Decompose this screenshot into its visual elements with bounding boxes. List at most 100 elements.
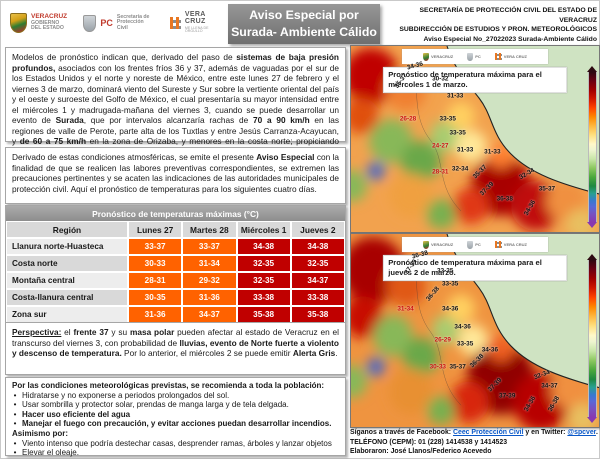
- region-cell: Costa-llanura central: [6, 289, 128, 306]
- letterhead-secretaria: SECRETARÍA DE PROTECCIÓN CIVIL DEL ESTAD…: [419, 7, 598, 24]
- map-logo-strip: VERACRUZ PC VERA CRUZ: [402, 237, 548, 252]
- bullet-icon: •: [13, 390, 17, 400]
- map-temp-label: 33-35: [439, 115, 456, 123]
- map-temp-label: 37-39: [402, 258, 419, 276]
- temp-cell-jueves: 34-37: [290, 272, 345, 289]
- bullet-text: Hidratarse y no exponerse a periodos pro…: [22, 390, 230, 400]
- text-segment: Síganos a través de Facebook:: [350, 429, 454, 436]
- map-temp-label: 26-29: [434, 336, 451, 344]
- map-temp-label: 37-39: [479, 180, 496, 198]
- veracruz-government-logo: VERACRUZ GOBIERNO DEL ESTADO: [10, 13, 67, 33]
- text-segment: Perspectiva:: [12, 327, 62, 337]
- pc-sub2-text: Protección Civil: [116, 19, 144, 31]
- map-temp-label: 33-35: [437, 267, 454, 275]
- text-segment: asociados con los frentes fríos 36 y 37,…: [12, 62, 339, 126]
- map-labels-layer: 34-36 35-37 30-32 31-33 26-28 33-35 33-35 24-27…: [351, 46, 599, 232]
- contact-footer: Síganos a través de Facebook: Ceec Prote…: [350, 428, 598, 457]
- map-temp-label: 28-31: [432, 168, 449, 176]
- twitter-link[interactable]: @spcver: [567, 429, 596, 436]
- text-segment: con la finalidad de que se realicen las …: [12, 152, 339, 194]
- table-row: Costa-llanura central 30-35 31-36 33-38 …: [6, 289, 345, 306]
- text-segment: Alerta Gris: [292, 348, 336, 359]
- credits-line: Elaboraron: José Llanos/Federico Acevedo: [350, 448, 492, 456]
- map-temp-label: 32-34: [518, 167, 536, 182]
- letterhead-aviso-number: Aviso Especial No_27022023 Surada-Ambien…: [423, 35, 597, 43]
- map-temp-label: 34-36: [481, 346, 499, 354]
- temp-cell-martes: 34-37: [182, 306, 237, 323]
- temp-cell-miercoles: 32-35: [236, 272, 291, 289]
- table-column-header: Jueves 2: [290, 221, 345, 238]
- bullet-text: Elevar el oleaje.: [22, 448, 79, 458]
- map-logo-strip: VERACRUZ PC VERA CRUZ: [402, 49, 548, 64]
- temp-cell-jueves: 35-38: [290, 306, 345, 323]
- text-segment: lluvias, evento de Norte fuerte a violen…: [12, 337, 339, 359]
- table-column-header: Miércoles 1: [236, 221, 291, 238]
- proteccion-civil-logo: PC Secretaría de Protección Civil: [83, 13, 153, 32]
- temp-cell-jueves: 34-38: [290, 238, 345, 255]
- temp-cell-jueves: 32-35: [290, 255, 345, 272]
- list-item: • Manejar el fuego con precaución, y evi…: [12, 419, 339, 429]
- temperature-map-thursday: VERACRUZ PC VERA CRUZ Pronóstico de temp…: [350, 233, 600, 428]
- map-temp-label: 35-37: [449, 363, 466, 371]
- region-cell: Costa norte: [6, 255, 128, 272]
- advisory-title-line2: Surada- Ambiente Cálido: [231, 25, 377, 39]
- region-cell: Llanura norte-Huasteca: [6, 238, 128, 255]
- letterhead-subdireccion: SUBDIRECCIÓN DE ESTUDIOS Y PRON. METEORO…: [399, 26, 597, 34]
- veracruz-crest-icon: VERACRUZ: [423, 52, 453, 61]
- text-segment: .: [335, 348, 338, 359]
- temp-cell-miercoles: 33-38: [236, 289, 291, 306]
- map-temp-label: 31-33: [456, 146, 474, 154]
- text-segment: Modelos de pronóstico indican que, deriv…: [12, 52, 237, 62]
- advisory-title-line1: Aviso Especial por: [249, 8, 359, 23]
- temp-cell-martes: 31-34: [182, 255, 237, 272]
- map-temp-label: 34-37: [541, 382, 558, 390]
- recommendations-list: • Hidratarse y no exponerse a periodos p…: [12, 391, 339, 429]
- temp-cell-lunes: 30-33: [128, 255, 183, 272]
- pc-sub1-text: Secretaría de: [116, 13, 150, 20]
- map-temp-label: 34-36: [406, 60, 425, 72]
- map-temp-label: 24-27: [432, 142, 449, 150]
- table-column-header: Lunes 27: [128, 221, 183, 238]
- temperature-scale-bar: [587, 254, 597, 423]
- pc-text: PC: [100, 17, 113, 28]
- text-segment: . TELÉFONO (CEPM): 01 (228) 1414538 y 14…: [350, 429, 598, 446]
- map-temp-label: 30-33: [429, 363, 446, 371]
- map-temp-label: 36-38: [547, 394, 562, 413]
- facebook-link[interactable]: Ceec Protección Civil: [453, 429, 524, 436]
- text-segment: masa polar: [129, 327, 175, 337]
- table-row: Llanura norte-Huasteca 33-37 33-37 34-38…: [6, 238, 345, 255]
- map-temp-label: 31-34: [397, 305, 414, 313]
- temp-cell-martes: 31-36: [182, 289, 237, 306]
- table-column-header: Región: [6, 221, 128, 238]
- region-cell: Montaña central: [6, 272, 128, 289]
- text-segment: en las regiones de valle de Perote, part…: [12, 115, 340, 147]
- perspectiva-paragraph: Perspectiva: el frente 37 y su masa pola…: [5, 322, 346, 375]
- recommendations-list-2: • Viento intenso que podría destechar ca…: [12, 439, 339, 458]
- map-temp-label: 33-35: [449, 129, 466, 137]
- pc-shield-icon: PC: [467, 52, 481, 61]
- text-segment: en la zona de Orizaba, y menores en la c…: [86, 136, 339, 147]
- table-title: Pronóstico de temperaturas máximas (°C): [6, 206, 345, 221]
- veracruz-crest-icon: [10, 13, 27, 33]
- text-segment: Aviso Especial: [256, 152, 315, 162]
- temp-cell-lunes: 30-35: [128, 289, 183, 306]
- bullet-icon: •: [13, 419, 17, 429]
- map-labels-layer: 36-38 37-39 33-35 33-35 36-38 31-34 34-36 34-36…: [351, 234, 599, 427]
- map-title: Pronóstico de temperatura máxima para el…: [383, 67, 567, 93]
- list-item: • Viento intenso que podría destechar ca…: [12, 439, 339, 449]
- text-segment: 70 a 90 km/h: [253, 115, 310, 126]
- table-header-row: Región Lunes 27 Martes 28 Miércoles 1 Jueves…: [6, 221, 345, 238]
- bullet-icon: •: [13, 448, 17, 458]
- map-temp-label: 34-36: [522, 198, 537, 217]
- map-temp-label: 32-34: [451, 165, 469, 173]
- map-temp-label: 35-37: [393, 72, 409, 91]
- map-temp-label: 35-37: [538, 185, 556, 193]
- bullet-text: Viento intenso que podría destechar casa…: [22, 438, 332, 448]
- region-cell: Zona sur: [6, 306, 128, 323]
- veracruz-crest-icon: VERACRUZ: [423, 240, 453, 249]
- temp-cell-lunes: 33-37: [128, 238, 183, 255]
- text-segment: Derivado de estas condiciones atmosféric…: [12, 152, 257, 162]
- map-temp-label: 31-33: [446, 92, 464, 100]
- map-temp-label: 34-36: [442, 305, 459, 313]
- map-temp-label: 30-32: [432, 75, 449, 83]
